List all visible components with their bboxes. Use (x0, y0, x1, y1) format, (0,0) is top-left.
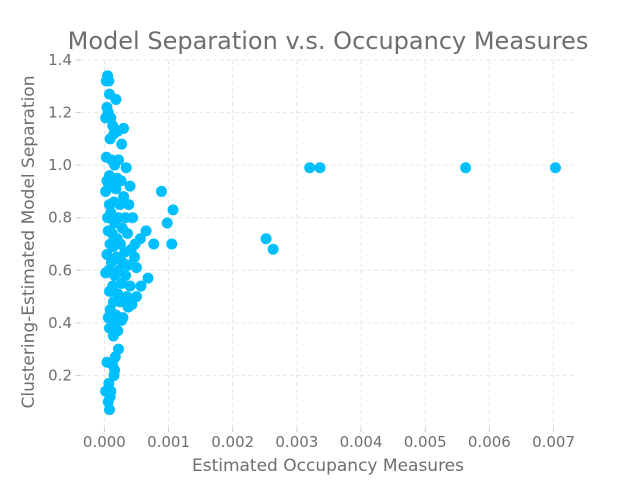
data-point (109, 270, 121, 282)
y-tick-label: 1.0 (48, 156, 72, 174)
data-point (460, 162, 472, 174)
y-tick-label: 1.4 (48, 51, 72, 69)
data-point (123, 199, 135, 211)
data-point (314, 162, 326, 174)
data-point (100, 112, 112, 124)
x-tick-label: 0.000 (83, 433, 126, 451)
data-point (109, 217, 121, 229)
data-point (109, 159, 121, 171)
data-point (110, 93, 122, 105)
data-point (116, 277, 128, 289)
data-point (115, 175, 127, 187)
x-tick-label: 0.005 (404, 433, 447, 451)
data-point (107, 330, 119, 342)
data-point (134, 233, 146, 245)
x-axis-label: Estimated Occupancy Measures (192, 456, 464, 476)
data-point (260, 233, 272, 245)
data-point (104, 133, 116, 145)
data-point (122, 301, 134, 313)
data-point (167, 204, 179, 216)
x-tick-label: 0.006 (468, 433, 511, 451)
grid (80, 59, 576, 428)
data-point (267, 243, 279, 255)
data-point (100, 267, 112, 279)
y-tick-label: 1.2 (48, 104, 72, 122)
y-tick-label: 0.8 (48, 209, 72, 227)
data-point (114, 296, 126, 308)
chart-title: Model Separation v.s. Occupancy Measures (68, 27, 589, 55)
y-tick-label: 0.2 (48, 366, 72, 384)
y-axis-label: Clustering-Estimated Model Separation (19, 76, 39, 409)
data-point (108, 369, 120, 381)
data-point (148, 238, 160, 250)
x-tick-label: 0.001 (147, 433, 190, 451)
data-points (100, 70, 561, 416)
y-tick-label: 0.6 (48, 261, 72, 279)
data-point (127, 212, 139, 224)
data-point (135, 280, 147, 292)
x-tick-label: 0.007 (532, 433, 575, 451)
data-point (121, 227, 133, 239)
data-point (107, 241, 119, 253)
data-point (129, 251, 141, 263)
x-tick-label: 0.002 (211, 433, 254, 451)
data-point (155, 185, 167, 197)
data-point (112, 125, 124, 137)
data-point (100, 75, 112, 87)
y-tick-label: 0.4 (48, 314, 72, 332)
data-point (119, 246, 131, 258)
data-point (124, 180, 136, 192)
x-tick-label: 0.003 (275, 433, 318, 451)
data-point (100, 185, 112, 197)
x-tick-label: 0.004 (340, 433, 383, 451)
data-point (130, 262, 142, 274)
data-point (114, 199, 126, 211)
data-point (124, 280, 136, 292)
data-point (140, 225, 152, 237)
data-point (110, 183, 122, 195)
data-point (104, 285, 116, 297)
data-point (104, 404, 116, 416)
data-point (116, 138, 128, 150)
data-point (120, 162, 132, 174)
data-point (102, 225, 114, 237)
data-point (304, 162, 316, 174)
data-point (161, 217, 173, 229)
data-point (122, 259, 134, 271)
data-point (116, 314, 128, 326)
data-point (549, 162, 561, 174)
data-point (142, 272, 154, 284)
axis-ticks: 0.000 0.001 0.002 0.003 0.004 0.005 0.006 0.007… (48, 51, 575, 451)
data-point (166, 238, 178, 250)
